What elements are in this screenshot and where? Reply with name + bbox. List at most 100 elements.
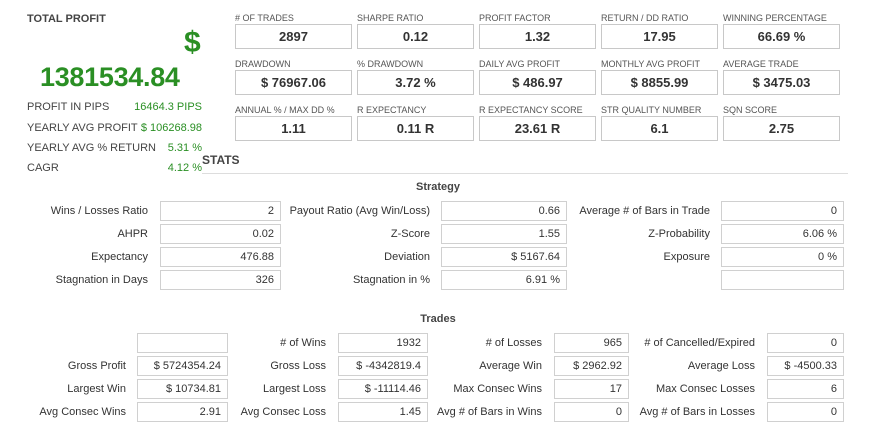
metric-annual-max-dd: ANNUAL % / MAX DD % 1.11 bbox=[235, 104, 352, 141]
metric-value: 3.72 % bbox=[357, 70, 474, 95]
metric-label: SHARPE RATIO bbox=[357, 13, 424, 23]
summary-label: YEARLY AVG % RETURN bbox=[27, 142, 156, 154]
metric-value: 0.12 bbox=[357, 24, 474, 49]
strategy-value: 1.55 bbox=[441, 224, 567, 244]
summary-value: 4.12 % bbox=[167, 162, 202, 174]
trades-value: 2.91 bbox=[137, 402, 228, 422]
metric-drawdown: DRAWDOWN $ 76967.06 bbox=[235, 58, 352, 95]
metric-daily-avg-profit: DAILY AVG PROFIT $ 486.97 bbox=[479, 58, 596, 95]
trades-value: $ 10734.81 bbox=[137, 379, 228, 399]
trades-value: $ 5724354.24 bbox=[137, 356, 228, 376]
metric-label: WINNING PERCENTAGE bbox=[723, 13, 827, 23]
trades-label: Gross Loss bbox=[270, 360, 326, 372]
summary-row-profit-pips: PROFIT IN PIPS 16464.3 PIPS bbox=[27, 101, 202, 113]
strategy-title: Strategy bbox=[415, 181, 461, 193]
strategy-label: Average # of Bars in Trade bbox=[579, 205, 710, 217]
strategy-label: Deviation bbox=[384, 251, 430, 263]
strategy-value bbox=[721, 270, 844, 290]
metric-label: ANNUAL % / MAX DD % bbox=[235, 105, 335, 115]
strategy-label: Z-Score bbox=[390, 228, 430, 240]
metric-value: $ 3475.03 bbox=[723, 70, 840, 95]
metric-value: 1.11 bbox=[235, 116, 352, 141]
metric-value: 2897 bbox=[235, 24, 352, 49]
metric-profit-factor: PROFIT FACTOR 1.32 bbox=[479, 12, 596, 49]
trades-value: 0 bbox=[554, 402, 629, 422]
total-profit-label: TOTAL PROFIT bbox=[27, 13, 106, 25]
metric-sharpe-ratio: SHARPE RATIO 0.12 bbox=[357, 12, 474, 49]
metric-sqn-score: SQN SCORE 2.75 bbox=[723, 104, 840, 141]
summary-row-yearly-avg-return: YEARLY AVG % RETURN 5.31 % bbox=[27, 142, 202, 154]
metric-value: $ 8855.99 bbox=[601, 70, 718, 95]
strategy-label: Payout Ratio (Avg Win/Loss) bbox=[289, 205, 430, 217]
strategy-value: 0.02 bbox=[160, 224, 281, 244]
trades-title: Trades bbox=[420, 313, 456, 325]
dollar-icon: $ bbox=[184, 26, 201, 59]
metric-label: RETURN / DD RATIO bbox=[601, 13, 689, 23]
trades-label: Average Win bbox=[479, 360, 542, 372]
strategy-value: 476.88 bbox=[160, 247, 281, 267]
trades-value: 1932 bbox=[338, 333, 428, 353]
trades-label: Avg # of Bars in Wins bbox=[437, 406, 542, 418]
trades-value: 1.45 bbox=[338, 402, 428, 422]
stats-title: STATS bbox=[202, 153, 240, 167]
summary-row-yearly-avg-profit: YEARLY AVG PROFIT $ 106268.98 bbox=[27, 122, 202, 134]
trades-label: # of Wins bbox=[280, 337, 326, 349]
metric-label: SQN SCORE bbox=[723, 105, 778, 115]
strategy-label: Stagnation in % bbox=[352, 274, 430, 286]
strategy-value: 0.66 bbox=[441, 201, 567, 221]
summary-row-cagr: CAGR 4.12 % bbox=[27, 162, 202, 174]
metric-r-expectancy-score: R EXPECTANCY SCORE 23.61 R bbox=[479, 104, 596, 141]
trades-value: $ -11114.46 bbox=[338, 379, 428, 399]
strategy-value: 6.06 % bbox=[721, 224, 844, 244]
trades-value: 17 bbox=[554, 379, 629, 399]
trades-value: 6 bbox=[767, 379, 844, 399]
stats-divider bbox=[202, 173, 848, 174]
metric-value: 66.69 % bbox=[723, 24, 840, 49]
trades-label: Gross Profit bbox=[67, 360, 126, 372]
summary-value: 16464.3 PIPS bbox=[134, 101, 202, 113]
strategy-value: 6.91 % bbox=[441, 270, 567, 290]
summary-value: $ 106268.98 bbox=[140, 122, 202, 134]
trades-label: Average Loss bbox=[687, 360, 755, 372]
strategy-label: AHPR bbox=[117, 228, 148, 240]
metric-pct-drawdown: % DRAWDOWN 3.72 % bbox=[357, 58, 474, 95]
strategy-value: 2 bbox=[160, 201, 281, 221]
total-profit-value: 1381534.84 bbox=[40, 62, 180, 92]
metric-value: $ 76967.06 bbox=[235, 70, 352, 95]
summary-label: YEARLY AVG PROFIT bbox=[27, 122, 138, 134]
strategy-label: Stagnation in Days bbox=[55, 274, 148, 286]
trades-label: # of Losses bbox=[485, 337, 542, 349]
strategy-value: 0 bbox=[721, 201, 844, 221]
metric-label: AVERAGE TRADE bbox=[723, 59, 799, 69]
metric-value: 23.61 R bbox=[479, 116, 596, 141]
metric-label: MONTHLY AVG PROFIT bbox=[601, 59, 701, 69]
metric-average-trade: AVERAGE TRADE $ 3475.03 bbox=[723, 58, 840, 95]
metric-label: PROFIT FACTOR bbox=[479, 13, 551, 23]
metric-monthly-avg-profit: MONTHLY AVG PROFIT $ 8855.99 bbox=[601, 58, 718, 95]
metric-r-expectancy: R EXPECTANCY 0.11 R bbox=[357, 104, 474, 141]
trades-value bbox=[137, 333, 228, 353]
metric-value: 2.75 bbox=[723, 116, 840, 141]
trades-value: 965 bbox=[554, 333, 629, 353]
metric-num-trades: # OF TRADES 2897 bbox=[235, 12, 352, 49]
trades-label: Avg Consec Loss bbox=[240, 406, 326, 418]
strategy-label: Z-Probability bbox=[648, 228, 710, 240]
metric-label: R EXPECTANCY bbox=[357, 105, 427, 115]
metric-label: DAILY AVG PROFIT bbox=[479, 59, 561, 69]
trades-label: Largest Loss bbox=[263, 383, 326, 395]
trades-value: 0 bbox=[767, 333, 844, 353]
summary-label: PROFIT IN PIPS bbox=[27, 101, 110, 113]
metric-value: 17.95 bbox=[601, 24, 718, 49]
strategy-value: 326 bbox=[160, 270, 281, 290]
trades-label: Largest Win bbox=[67, 383, 126, 395]
metric-value: 1.32 bbox=[479, 24, 596, 49]
trades-label: # of Cancelled/Expired bbox=[644, 337, 755, 349]
trades-value: $ 2962.92 bbox=[554, 356, 629, 376]
strategy-value: 0 % bbox=[721, 247, 844, 267]
trades-value: $ -4500.33 bbox=[767, 356, 844, 376]
metric-value: $ 486.97 bbox=[479, 70, 596, 95]
metric-label: STR QUALITY NUMBER bbox=[601, 105, 702, 115]
trades-label: Avg Consec Wins bbox=[39, 406, 126, 418]
metric-label: DRAWDOWN bbox=[235, 59, 291, 69]
summary-value: 5.31 % bbox=[167, 142, 202, 154]
